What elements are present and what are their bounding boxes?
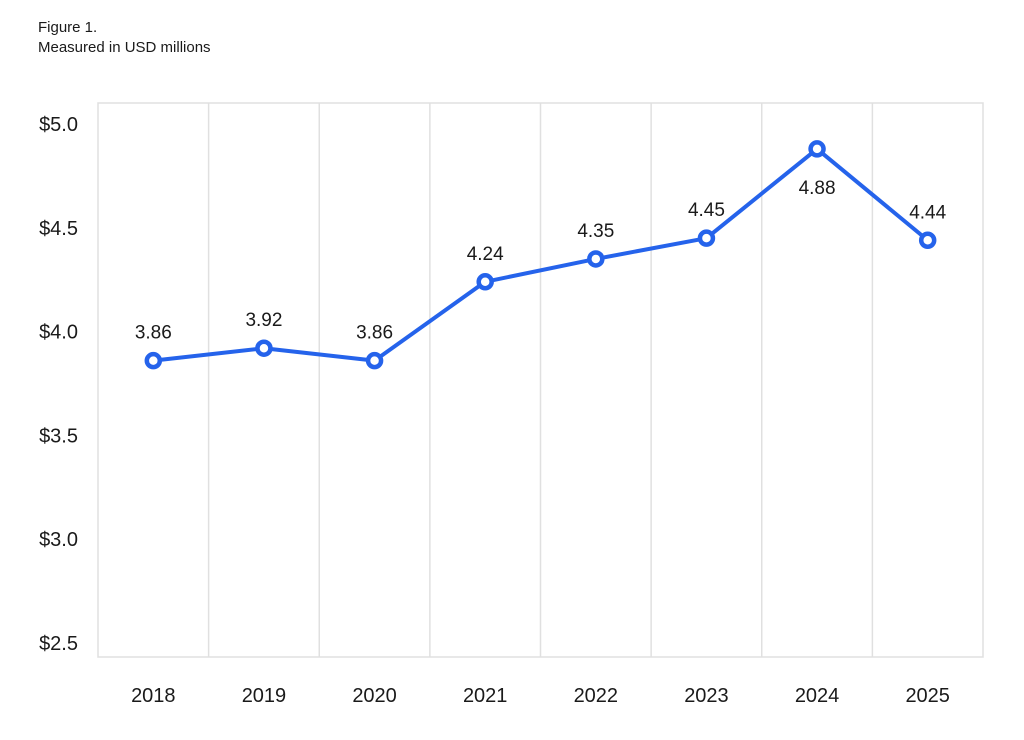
y-tick-label: $4.0 <box>39 322 78 344</box>
data-point-marker <box>808 140 826 158</box>
x-tick-label: 2022 <box>574 685 619 707</box>
data-label: 4.44 <box>909 202 946 223</box>
data-point-marker <box>476 273 494 291</box>
data-point-marker <box>697 229 716 247</box>
y-tick-label: $3.0 <box>39 529 78 551</box>
series-line <box>151 146 930 363</box>
x-tick-label: 2025 <box>905 685 950 707</box>
y-tick-label: $2.5 <box>39 633 78 655</box>
figure-title: Figure 1. <box>38 19 98 36</box>
data-point-marker <box>365 351 384 370</box>
figure-subtitle: Measured in USD millions <box>38 39 211 56</box>
x-tick-label: 2019 <box>242 685 287 707</box>
x-tick-label: 2023 <box>684 685 729 707</box>
data-label: 3.92 <box>245 310 282 331</box>
data-label: 4.35 <box>577 221 614 242</box>
data-label: 3.86 <box>356 323 393 344</box>
x-tick-label: 2020 <box>352 685 397 707</box>
data-point-marker <box>587 250 605 268</box>
y-tick-label: $4.5 <box>39 218 78 240</box>
figure-header: Figure 1. Measured in USD millions <box>38 18 211 58</box>
x-tick-label: 2021 <box>463 685 508 707</box>
x-tick-label: 2018 <box>131 685 176 707</box>
data-label: 3.86 <box>135 323 172 344</box>
data-point-marker <box>144 351 163 370</box>
data-label: 4.45 <box>688 200 725 221</box>
data-label: 4.24 <box>467 244 504 265</box>
y-tick-label: $3.5 <box>39 425 78 447</box>
data-point-marker <box>918 231 937 250</box>
data-label: 4.88 <box>799 178 836 199</box>
data-point-marker <box>255 339 273 357</box>
x-tick-label: 2024 <box>795 685 840 707</box>
y-tick-label: $5.0 <box>39 114 78 136</box>
